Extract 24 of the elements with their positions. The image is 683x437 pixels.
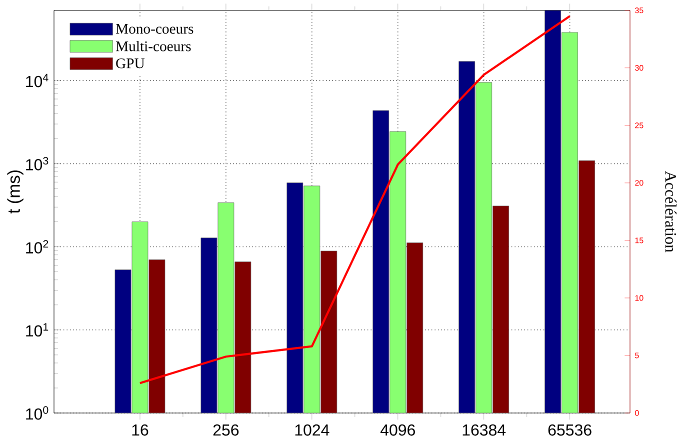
- x-tick-label: 16384: [462, 424, 506, 436]
- y-tick-label: 10$^{4}$: [26, 74, 48, 88]
- y-tick-label: 10$^{3}$: [26, 156, 48, 170]
- y-tick-label: 10$^{2}$: [26, 240, 48, 254]
- x-tick-label: 256: [213, 424, 239, 436]
- y2-tick-label: 10: [635, 295, 644, 301]
- y2-tick-label: 5: [635, 352, 639, 358]
- y2-tick-label: 15: [635, 238, 644, 244]
- y-axis-title: t (ms): [7, 170, 24, 214]
- y2-tick-label: 25: [635, 122, 644, 128]
- y2-axis-title: Accélération: [665, 170, 677, 252]
- legend-label: Mono-coeurs: [116, 24, 194, 34]
- y2-tick-label: 0: [635, 410, 639, 416]
- x-tick-label: 1024: [295, 424, 330, 436]
- legend-label: Multi-coeurs: [116, 40, 191, 52]
- y-tick-label: 10$^{1}$: [26, 323, 48, 337]
- legend-label: GPU: [116, 58, 145, 68]
- x-tick-label: 4096: [380, 424, 415, 436]
- y2-tick-label: 30: [635, 65, 644, 71]
- y-tick-label: 10$^{0}$: [26, 406, 48, 420]
- x-tick-label: 65536: [548, 424, 592, 436]
- y2-tick-label: 20: [635, 180, 644, 186]
- y2-tick-label: 35: [635, 8, 644, 14]
- x-tick-label: 16: [132, 424, 148, 436]
